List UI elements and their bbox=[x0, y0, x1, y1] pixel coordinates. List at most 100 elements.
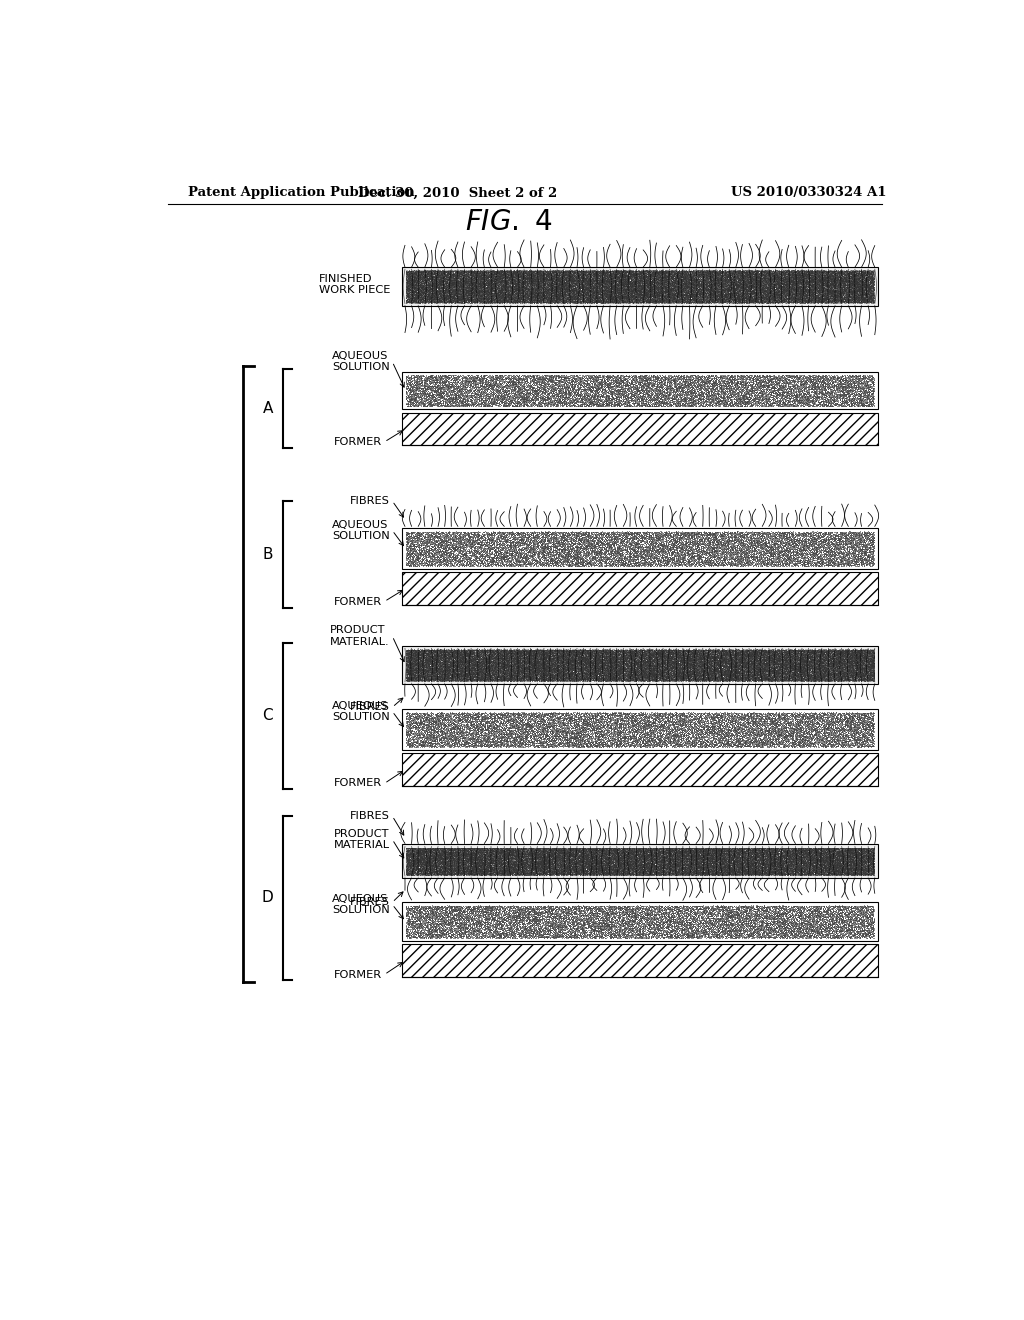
Point bbox=[429, 846, 445, 867]
Point bbox=[545, 858, 561, 879]
Point bbox=[782, 651, 799, 672]
Point bbox=[774, 653, 791, 675]
Point bbox=[556, 292, 572, 313]
Point bbox=[601, 838, 617, 859]
Point bbox=[592, 535, 608, 556]
Point bbox=[649, 367, 666, 388]
Point bbox=[702, 656, 719, 677]
Point bbox=[762, 912, 778, 933]
Point bbox=[682, 846, 698, 867]
Point bbox=[437, 374, 454, 395]
Point bbox=[618, 282, 635, 304]
Point bbox=[605, 545, 622, 566]
Point bbox=[452, 651, 468, 672]
Point bbox=[810, 841, 826, 862]
Point bbox=[813, 657, 829, 678]
Point bbox=[680, 642, 696, 663]
Point bbox=[854, 284, 870, 305]
Point bbox=[715, 292, 731, 313]
Point bbox=[537, 850, 553, 871]
Point bbox=[785, 841, 802, 862]
Point bbox=[588, 286, 604, 308]
Point bbox=[650, 279, 667, 300]
Point bbox=[740, 272, 757, 293]
Point bbox=[863, 644, 880, 665]
Point bbox=[847, 842, 863, 863]
Point bbox=[644, 364, 660, 385]
Point bbox=[408, 842, 424, 863]
Point bbox=[597, 523, 613, 544]
Point bbox=[451, 271, 467, 292]
Point bbox=[495, 663, 511, 684]
Point bbox=[694, 838, 711, 859]
Point bbox=[614, 843, 631, 865]
Point bbox=[410, 671, 426, 692]
Point bbox=[463, 722, 479, 743]
Point bbox=[625, 858, 641, 879]
Point bbox=[615, 861, 632, 882]
Point bbox=[834, 858, 850, 879]
Point bbox=[599, 289, 615, 310]
Point bbox=[477, 286, 494, 308]
Point bbox=[845, 275, 861, 296]
Point bbox=[513, 855, 529, 876]
Point bbox=[681, 841, 697, 862]
Point bbox=[548, 850, 564, 871]
Point bbox=[475, 840, 492, 861]
Point bbox=[574, 288, 591, 309]
Point bbox=[580, 727, 596, 748]
Point bbox=[743, 535, 760, 556]
Point bbox=[798, 271, 814, 292]
Point bbox=[663, 668, 679, 689]
Point bbox=[513, 713, 529, 734]
Point bbox=[863, 735, 880, 756]
Point bbox=[624, 639, 640, 660]
Point bbox=[791, 644, 807, 665]
Point bbox=[759, 853, 775, 874]
Point bbox=[698, 546, 715, 568]
Point bbox=[697, 289, 714, 310]
Point bbox=[512, 729, 528, 750]
Point bbox=[730, 269, 746, 290]
Point bbox=[583, 640, 599, 661]
Point bbox=[540, 655, 556, 676]
Point bbox=[567, 644, 584, 665]
Point bbox=[711, 846, 727, 867]
Point bbox=[461, 524, 477, 545]
Point bbox=[507, 284, 523, 305]
Point bbox=[753, 660, 769, 681]
Point bbox=[505, 286, 521, 308]
Point bbox=[475, 902, 492, 923]
Point bbox=[702, 853, 719, 874]
Point bbox=[484, 657, 501, 678]
Point bbox=[754, 661, 770, 682]
Point bbox=[439, 647, 456, 668]
Point bbox=[765, 659, 781, 680]
Point bbox=[434, 264, 451, 285]
Point bbox=[501, 537, 517, 558]
Point bbox=[815, 664, 831, 685]
Point bbox=[606, 644, 623, 665]
Point bbox=[587, 367, 603, 388]
Point bbox=[856, 665, 872, 686]
Point bbox=[598, 857, 614, 878]
Point bbox=[860, 265, 877, 286]
Point bbox=[543, 734, 559, 755]
Point bbox=[761, 841, 777, 862]
Point bbox=[723, 849, 739, 870]
Point bbox=[574, 286, 591, 308]
Point bbox=[769, 288, 785, 309]
Point bbox=[415, 281, 431, 302]
Point bbox=[828, 289, 845, 310]
Point bbox=[773, 849, 790, 870]
Point bbox=[674, 913, 690, 935]
Point bbox=[744, 280, 761, 301]
Point bbox=[409, 642, 425, 663]
Point bbox=[543, 705, 559, 726]
Point bbox=[519, 843, 536, 865]
Point bbox=[696, 531, 713, 552]
Point bbox=[617, 392, 634, 413]
Point bbox=[670, 857, 686, 878]
Point bbox=[430, 260, 446, 281]
Point bbox=[811, 529, 827, 550]
